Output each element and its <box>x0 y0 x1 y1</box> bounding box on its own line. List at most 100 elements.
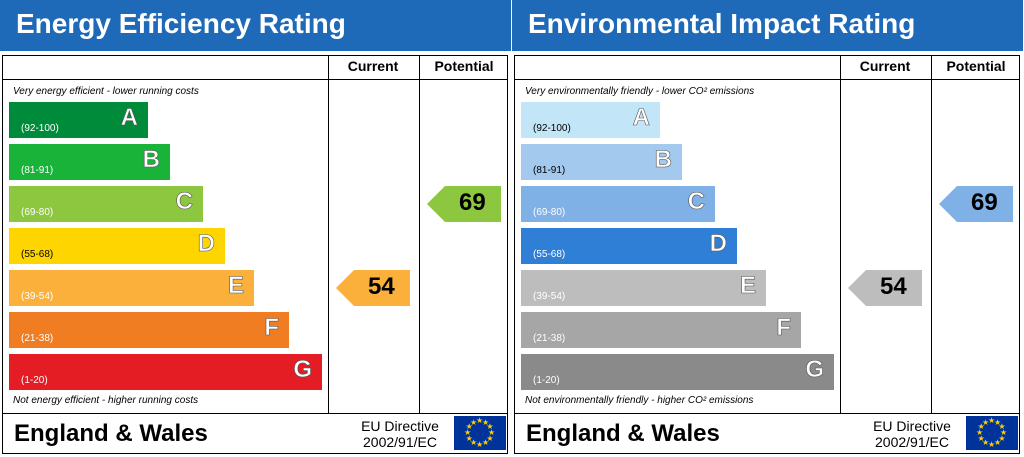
chart-frame <box>2 55 508 454</box>
band-letter: G <box>805 356 824 384</box>
panel-header: Environmental Impact Rating <box>512 0 1023 51</box>
column-divider <box>931 55 932 413</box>
header-divider <box>2 79 508 80</box>
band-letter: C <box>687 188 705 216</box>
band-letter: A <box>120 104 138 132</box>
potential-rating-marker: 69 <box>427 186 501 222</box>
current-column-header: Current <box>347 58 399 74</box>
band-letter: E <box>739 272 757 300</box>
rating-band-b: (81-91) B <box>521 144 682 180</box>
directive-line-2: 2002/91/EC <box>363 434 437 450</box>
eu-flag-icon: ★ ★ ★ ★ ★ ★ ★ ★ ★ ★ ★ ★ <box>454 416 506 450</box>
band-letter: D <box>197 230 215 258</box>
eu-star-icon: ★ <box>464 428 472 437</box>
band-letter: C <box>175 188 193 216</box>
band-letter: F <box>776 314 791 342</box>
potential-column-header: Potential <box>434 58 494 74</box>
eu-star-icon: ★ <box>998 434 1006 443</box>
rating-band-c: (69-80) C <box>521 186 715 222</box>
potential-rating-value: 69 <box>459 189 486 216</box>
current-rating-value: 54 <box>880 273 907 300</box>
eu-star-icon: ★ <box>982 417 990 427</box>
eu-directive-label: EU Directive 2002/91/EC <box>862 418 962 450</box>
eu-star-icon: ★ <box>1000 428 1008 437</box>
eu-star-icon: ★ <box>994 417 1002 427</box>
eu-star-icon: ★ <box>994 438 1002 448</box>
band-range-label: (81-91) <box>533 165 566 176</box>
eu-star-icon: ★ <box>988 416 996 425</box>
current-rating-marker: 54 <box>336 270 410 306</box>
band-range-label: (81-91) <box>21 165 54 176</box>
band-range-label: (92-100) <box>21 123 59 134</box>
rating-band-f: (21-38) F <box>521 312 801 348</box>
potential-rating-marker: 69 <box>939 186 1013 222</box>
band-range-label: (39-54) <box>21 291 54 302</box>
band-range-label: (1-20) <box>533 375 560 386</box>
band-range-label: (21-38) <box>21 333 54 344</box>
top-note: Very environmentally friendly - lower CO… <box>525 86 755 97</box>
eu-star-icon: ★ <box>486 422 494 431</box>
band-range-label: (55-68) <box>533 249 566 260</box>
eu-star-icon: ★ <box>977 422 985 431</box>
country-label: England & Wales <box>526 420 720 447</box>
rating-band-f: (21-38) F <box>9 312 289 348</box>
current-column-header: Current <box>859 58 911 74</box>
panel-title: Environmental Impact Rating <box>528 8 916 39</box>
country-label: England & Wales <box>14 420 208 447</box>
eu-star-icon: ★ <box>465 434 473 443</box>
eu-star-icon: ★ <box>482 417 490 427</box>
band-letter: A <box>632 104 650 132</box>
rating-band-c: (69-80) C <box>9 186 203 222</box>
panel-title: Energy Efficiency Rating <box>16 8 346 39</box>
directive-line-2: 2002/91/EC <box>875 434 949 450</box>
environmental-impact-panel: Environmental Impact Rating Current Pote… <box>512 0 1024 457</box>
column-divider <box>840 55 841 413</box>
eu-flag-icon: ★ ★ ★ ★ ★ ★ ★ ★ ★ ★ ★ ★ <box>966 416 1018 450</box>
rating-band-d: (55-68) D <box>521 228 737 264</box>
rating-band-g: (1-20) G <box>9 354 322 390</box>
column-divider <box>328 55 329 413</box>
directive-line-1: EU Directive <box>873 418 951 434</box>
eu-star-icon: ★ <box>482 438 490 448</box>
column-divider <box>419 55 420 413</box>
eu-directive-label: EU Directive 2002/91/EC <box>350 418 450 450</box>
eu-star-icon: ★ <box>998 422 1006 431</box>
eu-star-icon: ★ <box>988 440 996 449</box>
band-range-label: (1-20) <box>21 375 48 386</box>
eu-star-icon: ★ <box>476 416 484 425</box>
eu-star-icon: ★ <box>976 428 984 437</box>
band-range-label: (55-68) <box>21 249 54 260</box>
eu-star-icon: ★ <box>476 440 484 449</box>
potential-rating-value: 69 <box>971 189 998 216</box>
panel-header: Energy Efficiency Rating <box>0 0 511 51</box>
footer-divider <box>514 413 1020 414</box>
current-rating-value: 54 <box>368 273 395 300</box>
energy-efficiency-panel: Energy Efficiency Rating Current Potenti… <box>0 0 511 454</box>
chart-frame <box>514 55 1020 454</box>
rating-band-a: (92-100) A <box>521 102 660 138</box>
rating-band-b: (81-91) B <box>9 144 170 180</box>
eu-star-icon: ★ <box>486 434 494 443</box>
band-range-label: (21-38) <box>533 333 566 344</box>
band-range-label: (39-54) <box>533 291 566 302</box>
eu-star-icon: ★ <box>982 438 990 448</box>
band-letter: B <box>654 146 672 174</box>
eu-star-icon: ★ <box>488 428 496 437</box>
band-letter: F <box>264 314 279 342</box>
band-range-label: (69-80) <box>533 207 566 218</box>
band-range-label: (69-80) <box>21 207 54 218</box>
top-note: Very energy efficient - lower running co… <box>13 86 199 97</box>
bottom-note: Not energy efficient - higher running co… <box>13 395 199 406</box>
band-letter: E <box>227 272 245 300</box>
rating-band-e: (39-54) E <box>9 270 254 306</box>
rating-band-g: (1-20) G <box>521 354 834 390</box>
footer-divider <box>2 413 508 414</box>
band-letter: B <box>142 146 160 174</box>
current-rating-marker: 54 <box>848 270 922 306</box>
rating-band-d: (55-68) D <box>9 228 225 264</box>
header-divider <box>514 79 1020 80</box>
potential-column-header: Potential <box>946 58 1006 74</box>
eu-star-icon: ★ <box>977 434 985 443</box>
bottom-note: Not environmentally friendly - higher CO… <box>525 395 754 406</box>
band-range-label: (92-100) <box>533 123 571 134</box>
